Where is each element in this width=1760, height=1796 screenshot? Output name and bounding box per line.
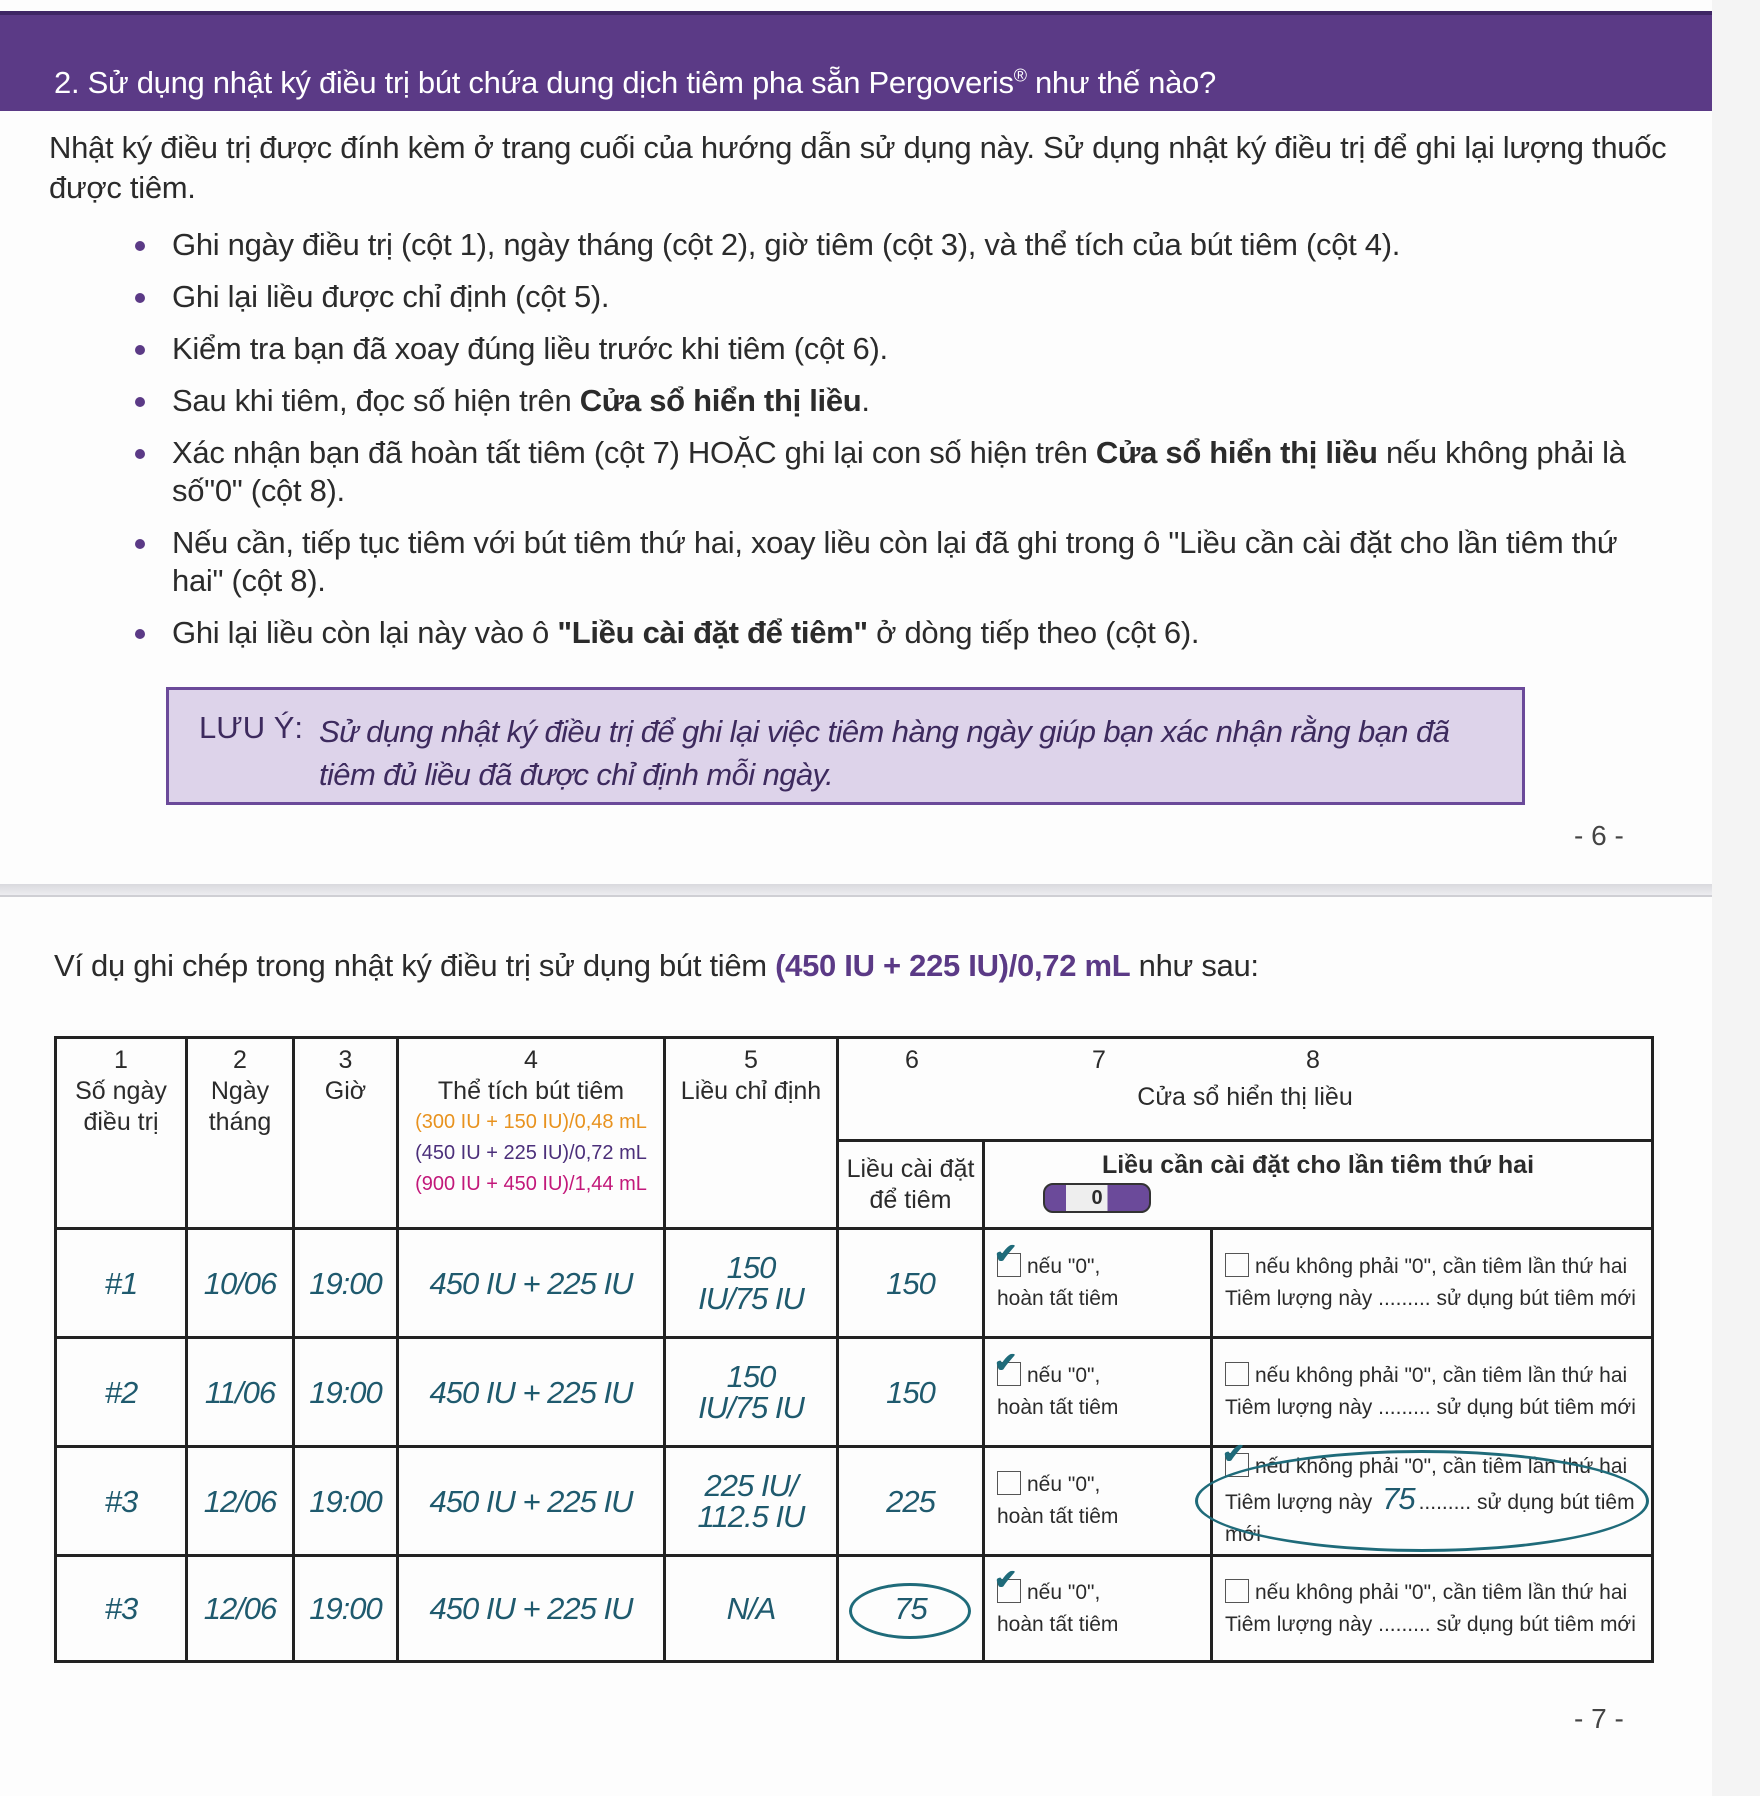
cell-day: #1 (54, 1227, 188, 1339)
header-prescribed-dose: 5 Liều chỉ định (663, 1036, 839, 1230)
instruction-item: Kiểm tra bạn đã xoay đúng liều trước khi… (135, 330, 1635, 368)
cell-complete: ✔ nếu "0", hoàn tất tiêm (982, 1554, 1213, 1663)
checkbox-second-injection[interactable] (1225, 1578, 1249, 1603)
checkbox-complete[interactable] (997, 1471, 1021, 1495)
handwritten-value: 75 (1382, 1481, 1415, 1516)
cell-volume: 450 IU + 225 IU (396, 1336, 666, 1448)
header-time: 3 Giờ (292, 1036, 399, 1230)
header-volume: 4 Thể tích bút tiêm (300 IU + 150 IU)/0,4… (396, 1036, 666, 1230)
page-fold (0, 884, 1712, 896)
cell-volume: 450 IU + 225 IU (396, 1227, 666, 1339)
cell-date: 12/06 (185, 1445, 295, 1557)
cell-dose: N/A (663, 1554, 839, 1663)
instruction-item: Xác nhận bạn đã hoàn tất tiêm (cột 7) HO… (135, 434, 1635, 510)
checkmark-icon: ✔ (994, 1563, 1018, 1595)
checkmark-icon: ✔ (994, 1238, 1018, 1269)
table-row: #3 12/06 19:00 450 IU + 225 IU N/A 75 ✔ n… (54, 1554, 1655, 1663)
instruction-list: Ghi ngày điều trị (cột 1), ngày tháng (c… (135, 226, 1635, 666)
cell-time: 19:00 (292, 1227, 399, 1339)
instruction-item: Nếu cần, tiếp tục tiêm với bút tiêm thứ … (135, 524, 1635, 600)
cell-second-injection: nếu không phải "0", cần tiêm lần thứ hai… (1209, 1554, 1655, 1663)
table-row: #1 10/06 19:00 450 IU + 225 IU 150 IU/75… (54, 1227, 1655, 1339)
cell-time: 19:00 (292, 1336, 399, 1448)
cell-day: #3 (54, 1445, 188, 1557)
checkmark-icon: ✔ (994, 1347, 1018, 1378)
note-box: LƯU Ý: Sử dụng nhật ký điều trị để ghi l… (166, 687, 1525, 805)
page-6: 2. Sử dụng nhật ký điều trị bút chứa dun… (0, 0, 1712, 885)
checkbox-second-injection[interactable]: ✔ (1222, 1438, 1249, 1477)
header-date: 2 Ngày tháng (185, 1036, 295, 1230)
cell-date: 10/06 (185, 1227, 295, 1339)
instruction-item: Sau khi tiêm, đọc số hiện trên Cửa sổ hi… (135, 382, 1635, 420)
cell-set-dose: 150 (836, 1336, 985, 1448)
cell-set-dose: 225 (836, 1445, 985, 1557)
instruction-item: Ghi ngày điều trị (cột 1), ngày tháng (c… (135, 226, 1635, 264)
cell-volume: 450 IU + 225 IU (396, 1445, 666, 1557)
page-number: - 7 - (1574, 1703, 1624, 1734)
cell-complete: ✔ nếu "0", hoàn tất tiêm (982, 1336, 1213, 1448)
cell-time: 19:00 (292, 1445, 399, 1557)
dose-window-icon: 0 (1043, 1183, 1151, 1213)
header-second-injection: Liều cần cài đặt cho lần tiêm thứ hai 0 (981, 1139, 1655, 1230)
cell-second-injection: ✔ nếu không phải "0", cần tiêm lần thứ ha… (1195, 1438, 1655, 1557)
example-intro: Ví dụ ghi chép trong nhật ký điều trị sử… (54, 948, 1259, 983)
cell-set-dose: 150 (836, 1227, 985, 1339)
table-row: #3 12/06 19:00 450 IU + 225 IU 225 IU/ 1… (54, 1438, 1655, 1557)
section-title: 2. Sử dụng nhật ký điều trị bút chứa dun… (54, 65, 1216, 100)
cell-day: #2 (54, 1336, 188, 1448)
checkbox-second-injection[interactable] (1225, 1362, 1249, 1386)
cell-date: 12/06 (185, 1554, 295, 1663)
checkbox-complete[interactable]: ✔ (994, 1564, 1021, 1603)
page-number: - 6 - (1574, 820, 1624, 851)
section-banner: 2. Sử dụng nhật ký điều trị bút chứa dun… (0, 11, 1712, 111)
cell-second-injection: nếu không phải "0", cần tiêm lần thứ hai… (1209, 1227, 1655, 1339)
instruction-item: Ghi lại liều còn lại này vào ô "Liều cài… (135, 614, 1635, 652)
header-set-dose: Liều cài đặt để tiêm (836, 1139, 985, 1230)
cell-dose: 150 IU/75 IU (663, 1336, 839, 1448)
cell-set-dose: 75 (836, 1554, 985, 1663)
cell-dose: 225 IU/ 112.5 IU (663, 1445, 839, 1557)
checkmark-icon: ✔ (1222, 1438, 1246, 1469)
cell-day: #3 (54, 1554, 188, 1663)
cell-date: 11/06 (185, 1336, 295, 1448)
cell-complete: nếu "0", hoàn tất tiêm (982, 1445, 1213, 1557)
cell-second-injection: nếu không phải "0", cần tiêm lần thứ hai… (1209, 1336, 1655, 1448)
treatment-diary-table: 1 Số ngày điều trị 2 Ngày tháng 3 Giờ 4 Thể … (54, 1036, 1655, 1663)
note-text: Sử dụng nhật ký điều trị để ghi lại việc… (319, 714, 1450, 792)
checkbox-complete[interactable]: ✔ (994, 1238, 1021, 1277)
cell-dose: 150 IU/75 IU (663, 1227, 839, 1339)
header-day: 1 Số ngày điều trị (54, 1036, 188, 1230)
checkbox-second-injection[interactable] (1225, 1253, 1249, 1277)
checkbox-complete[interactable]: ✔ (994, 1347, 1021, 1386)
cell-time: 19:00 (292, 1554, 399, 1663)
cell-complete: ✔ nếu "0", hoàn tất tiêm (982, 1227, 1213, 1339)
note-label: LƯU Ý: (199, 710, 304, 745)
instruction-item: Ghi lại liều được chỉ định (cột 5). (135, 278, 1635, 316)
cell-volume: 450 IU + 225 IU (396, 1554, 666, 1663)
intro-paragraph: Nhật ký điều trị được đính kèm ở trang c… (49, 130, 1667, 205)
table-row: #2 11/06 19:00 450 IU + 225 IU 150 IU/75… (54, 1336, 1655, 1448)
